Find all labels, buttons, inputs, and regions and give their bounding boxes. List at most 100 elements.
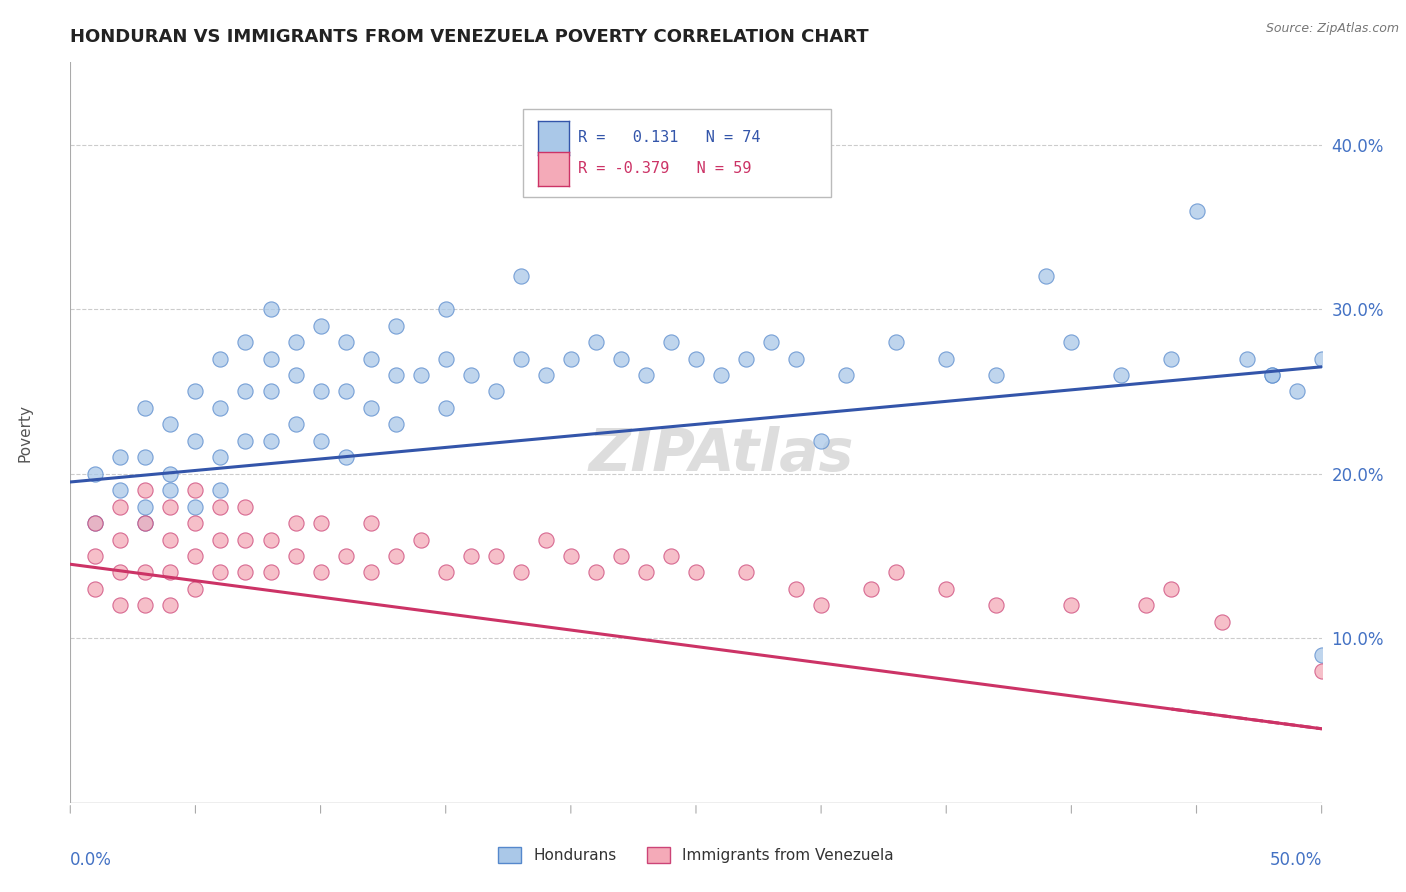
Point bbox=[509, 566, 531, 580]
Point bbox=[110, 483, 132, 498]
Text: HONDURAN VS IMMIGRANTS FROM VENEZUELA POVERTY CORRELATION CHART: HONDURAN VS IMMIGRANTS FROM VENEZUELA PO… bbox=[70, 28, 869, 45]
Point bbox=[585, 335, 607, 350]
Point bbox=[560, 351, 582, 366]
Point bbox=[434, 302, 457, 317]
Point bbox=[1111, 368, 1133, 382]
Point bbox=[259, 434, 281, 448]
Point bbox=[384, 417, 406, 432]
Point bbox=[209, 566, 232, 580]
Point bbox=[184, 483, 207, 498]
Text: Poverty: Poverty bbox=[18, 403, 32, 462]
Point bbox=[110, 566, 132, 580]
Point bbox=[184, 434, 207, 448]
Point bbox=[1310, 648, 1333, 662]
Point bbox=[209, 500, 232, 514]
Point bbox=[209, 401, 232, 415]
Point bbox=[1236, 351, 1258, 366]
Point bbox=[335, 549, 357, 563]
Point bbox=[235, 335, 257, 350]
Point bbox=[360, 516, 382, 530]
Point bbox=[259, 533, 281, 547]
Point bbox=[434, 566, 457, 580]
Point bbox=[485, 384, 508, 399]
Point bbox=[209, 450, 232, 465]
Point bbox=[534, 368, 557, 382]
Point bbox=[1260, 368, 1282, 382]
Point bbox=[1211, 615, 1233, 629]
Point bbox=[284, 549, 307, 563]
Point bbox=[434, 401, 457, 415]
Point bbox=[134, 566, 156, 580]
Point bbox=[785, 582, 807, 596]
Point bbox=[735, 351, 758, 366]
Point bbox=[1135, 599, 1157, 613]
Point bbox=[184, 384, 207, 399]
Point bbox=[235, 434, 257, 448]
Point bbox=[634, 566, 657, 580]
Point bbox=[159, 483, 181, 498]
Point bbox=[986, 368, 1008, 382]
Text: R =   0.131   N = 74: R = 0.131 N = 74 bbox=[578, 130, 761, 145]
Point bbox=[259, 566, 281, 580]
Point bbox=[685, 351, 707, 366]
Point bbox=[460, 549, 482, 563]
Point bbox=[134, 516, 156, 530]
Point bbox=[284, 516, 307, 530]
Point bbox=[259, 351, 281, 366]
Point bbox=[509, 351, 531, 366]
Legend: Hondurans, Immigrants from Venezuela: Hondurans, Immigrants from Venezuela bbox=[492, 841, 900, 869]
Point bbox=[384, 318, 406, 333]
Point bbox=[284, 417, 307, 432]
Point bbox=[309, 516, 332, 530]
Point bbox=[134, 450, 156, 465]
Text: 50.0%: 50.0% bbox=[1270, 851, 1322, 870]
Point bbox=[884, 566, 907, 580]
Text: ZIPAtlas: ZIPAtlas bbox=[588, 426, 853, 483]
Point bbox=[110, 599, 132, 613]
Point bbox=[110, 450, 132, 465]
Point bbox=[460, 368, 482, 382]
Point bbox=[1160, 582, 1182, 596]
Point bbox=[159, 467, 181, 481]
Point bbox=[235, 384, 257, 399]
Point bbox=[759, 335, 782, 350]
Point bbox=[184, 500, 207, 514]
Point bbox=[935, 351, 957, 366]
Point bbox=[384, 549, 406, 563]
Point bbox=[360, 566, 382, 580]
Point bbox=[1185, 203, 1208, 218]
Point bbox=[159, 417, 181, 432]
Point bbox=[685, 566, 707, 580]
Point bbox=[585, 566, 607, 580]
Point bbox=[1310, 664, 1333, 678]
Point bbox=[284, 335, 307, 350]
Point bbox=[986, 599, 1008, 613]
Point bbox=[409, 533, 432, 547]
Point bbox=[509, 269, 531, 284]
Point bbox=[84, 582, 107, 596]
Point bbox=[134, 516, 156, 530]
Point bbox=[1285, 384, 1308, 399]
Point bbox=[810, 434, 832, 448]
Point bbox=[1060, 335, 1083, 350]
Point bbox=[209, 351, 232, 366]
Point bbox=[935, 582, 957, 596]
Point bbox=[134, 401, 156, 415]
Point bbox=[360, 351, 382, 366]
Point bbox=[159, 533, 181, 547]
Point bbox=[134, 483, 156, 498]
Point bbox=[1260, 368, 1282, 382]
Point bbox=[485, 549, 508, 563]
Point bbox=[1310, 351, 1333, 366]
Point bbox=[309, 318, 332, 333]
Point bbox=[209, 533, 232, 547]
Point bbox=[184, 582, 207, 596]
Point bbox=[309, 566, 332, 580]
Point bbox=[634, 368, 657, 382]
Point bbox=[259, 384, 281, 399]
Point bbox=[335, 384, 357, 399]
Point bbox=[560, 549, 582, 563]
Point bbox=[884, 335, 907, 350]
Point bbox=[810, 599, 832, 613]
Point bbox=[835, 368, 858, 382]
